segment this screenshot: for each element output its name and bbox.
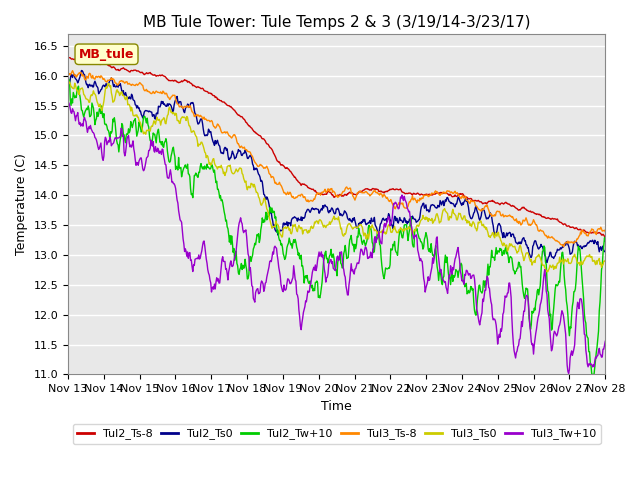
Y-axis label: Temperature (C): Temperature (C) (15, 153, 28, 255)
Legend: Tul2_Ts-8, Tul2_Ts0, Tul2_Tw+10, Tul3_Ts-8, Tul3_Ts0, Tul3_Tw+10: Tul2_Ts-8, Tul2_Ts0, Tul2_Tw+10, Tul3_Ts… (73, 424, 600, 444)
Text: MB_tule: MB_tule (79, 48, 134, 61)
X-axis label: Time: Time (321, 400, 352, 413)
Title: MB Tule Tower: Tule Temps 2 & 3 (3/19/14-3/23/17): MB Tule Tower: Tule Temps 2 & 3 (3/19/14… (143, 15, 531, 30)
